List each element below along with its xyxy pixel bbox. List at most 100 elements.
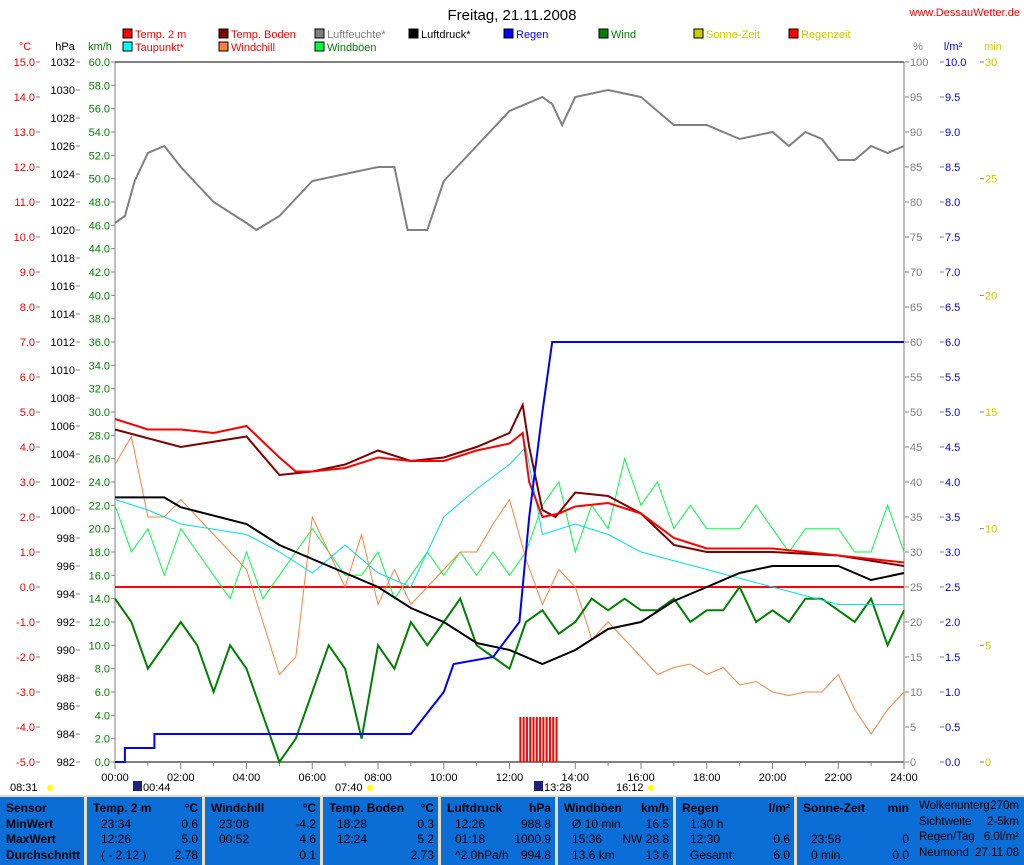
x-tick-label: 12:00 <box>496 772 524 784</box>
press-tick-label: 1024 <box>51 169 75 181</box>
press-tick-label: 1004 <box>51 449 75 461</box>
stat-column: Windböen km/h Ø 10 min. 16.5 15:36 NW 28.8 13.… <box>558 797 676 865</box>
hum-tick-label: 20 <box>910 617 922 629</box>
rain-tick-label: 4.0 <box>945 477 960 489</box>
event-time: 13:28 <box>544 782 572 794</box>
row-label: Durchschnitt <box>6 847 81 862</box>
stat-column: Luftdruck hPa 12:26 988.8 01:18 1000.9 ^2.0hPa… <box>441 797 558 865</box>
sun-tick-label: 20 <box>985 290 997 302</box>
series-luftfeuchte- <box>114 88 905 232</box>
column-title: Sonne-Zeit <box>803 801 865 815</box>
column-title: Windchill <box>211 801 265 815</box>
info-label: Wolkenunterg <box>919 800 990 812</box>
wind-axis-unit: km/h <box>88 41 112 53</box>
event-time: 16:12 <box>616 782 644 794</box>
stat-column: Windchill °C 23:08 -4.2 00:52 4.6 0.1 <box>205 797 323 865</box>
x-tick-label: 18:00 <box>693 772 721 784</box>
rain-tick-label: 6.5 <box>945 302 960 314</box>
hum-tick-label: 95 <box>910 92 922 104</box>
stat-time: 23:08 <box>219 816 250 831</box>
info-column: Wolkenunterg 270m Sichtweite 2-5km Regen/Tag… <box>913 797 1023 865</box>
temp-tick-label: -4.0 <box>16 722 35 734</box>
x-tick-label: 22:00 <box>824 772 852 784</box>
stat-column: Regen l/m² 1:30 h 12:30 0.6 Gesamt: 6.0 <box>676 797 797 865</box>
stat-value: 0.1 <box>299 847 316 862</box>
press-tick-label: 982 <box>57 757 75 769</box>
legend-swatch <box>218 41 229 52</box>
sensor-title: Sensor <box>6 801 47 815</box>
sensor-column: Sensor MinWert MaxWert Durchschnitt <box>0 797 87 865</box>
stat-time: 23:58 <box>811 832 842 846</box>
stat-value: 13.6 <box>645 847 669 862</box>
press-axis-unit: hPa <box>55 41 75 53</box>
wind-tick-label: 46.0 <box>89 220 110 232</box>
column-unit: km/h <box>640 801 669 815</box>
row-label: MinWert <box>6 816 54 831</box>
temp-tick-label: 11.0 <box>14 197 35 209</box>
column-title: Temp. 2 m <box>93 801 152 815</box>
temp-tick-label: 8.0 <box>20 302 35 314</box>
hum-tick-label: 15 <box>910 652 922 664</box>
stats-table: Sensor MinWert MaxWert Durchschnitt Temp… <box>0 795 1024 865</box>
temp-tick-label: 15.0 <box>14 57 35 69</box>
legend-label: Luftdruck* <box>421 29 471 41</box>
hum-tick-label: 90 <box>910 127 922 139</box>
rain-tick-label: 5.0 <box>945 407 960 419</box>
legend: Temp. 2 m Temp. Boden Luftfeuchte* Luftdruc… <box>122 28 851 54</box>
hum-tick-label: 70 <box>910 267 922 279</box>
rain-time-bar <box>525 717 528 762</box>
x-tick-label: 00:00 <box>101 772 129 784</box>
rain-tick-label: 2.0 <box>945 617 960 629</box>
press-tick-label: 984 <box>57 729 75 741</box>
hum-tick-label: 60 <box>910 337 922 349</box>
press-tick-label: 1022 <box>51 197 75 209</box>
stat-column: Sonne-Zeit min 23:58 0 0 min. 0.0 <box>797 797 913 865</box>
rain-tick-label: 7.5 <box>945 232 960 244</box>
temp-tick-label: 12.0 <box>14 162 35 174</box>
press-tick-label: 994 <box>57 589 75 601</box>
legend-swatch <box>598 28 609 39</box>
rain-tick-label: 8.5 <box>945 162 960 174</box>
stat-value: 5.2 <box>417 832 434 846</box>
sunrise-icon <box>47 785 53 791</box>
site-link[interactable]: www.DessauWetter.de <box>909 7 1020 19</box>
rain-tick-label: 9.5 <box>945 92 960 104</box>
hum-tick-label: 65 <box>910 302 922 314</box>
x-tick-label: 20:00 <box>759 772 787 784</box>
temp-tick-label: 10.0 <box>14 232 35 244</box>
rain-time-bar <box>542 717 545 762</box>
press-tick-label: 996 <box>57 561 75 573</box>
stat-time: ( - 2.12 ) <box>101 847 147 862</box>
sun-icon <box>367 785 373 791</box>
wind-tick-label: 50.0 <box>89 174 110 186</box>
stat-time: 1:30 h <box>690 816 724 831</box>
stat-time <box>211 848 219 864</box>
temp-tick-label: 2.0 <box>20 512 35 524</box>
x-tick-label: 10:00 <box>430 772 458 784</box>
press-tick-label: 1032 <box>51 57 75 69</box>
temp-tick-label: 14.0 <box>14 92 35 104</box>
temp-tick-label: -1.0 <box>16 617 35 629</box>
stat-value: 2.78 <box>174 847 198 862</box>
hum-tick-label: 85 <box>910 162 922 174</box>
hum-tick-label: 50 <box>910 407 922 419</box>
rain-time-bar <box>539 717 542 762</box>
press-tick-label: 1030 <box>51 85 75 97</box>
rain-time-bar <box>552 717 555 762</box>
stat-time <box>329 848 337 864</box>
rain-axis-unit: l/m² <box>944 41 963 53</box>
wind-tick-label: 60.0 <box>89 57 110 69</box>
stat-time: 15:36 <box>572 832 603 846</box>
sun-tick-label: 0 <box>985 757 991 769</box>
temp-axis-unit: °C <box>19 41 31 53</box>
stat-value: 16.5 <box>645 816 669 831</box>
column-title: Temp. Boden <box>329 801 405 815</box>
x-tick-label: 04:00 <box>233 772 261 784</box>
legend-label: Windchill <box>231 42 275 54</box>
column-title: Regen <box>682 801 719 815</box>
wind-tick-label: 26.0 <box>89 454 110 466</box>
wind-tick-label: 32.0 <box>89 384 110 396</box>
wind-tick-label: 28.0 <box>89 430 110 442</box>
info-value: 270m <box>990 800 1019 812</box>
wind-tick-label: 10.0 <box>89 640 110 652</box>
